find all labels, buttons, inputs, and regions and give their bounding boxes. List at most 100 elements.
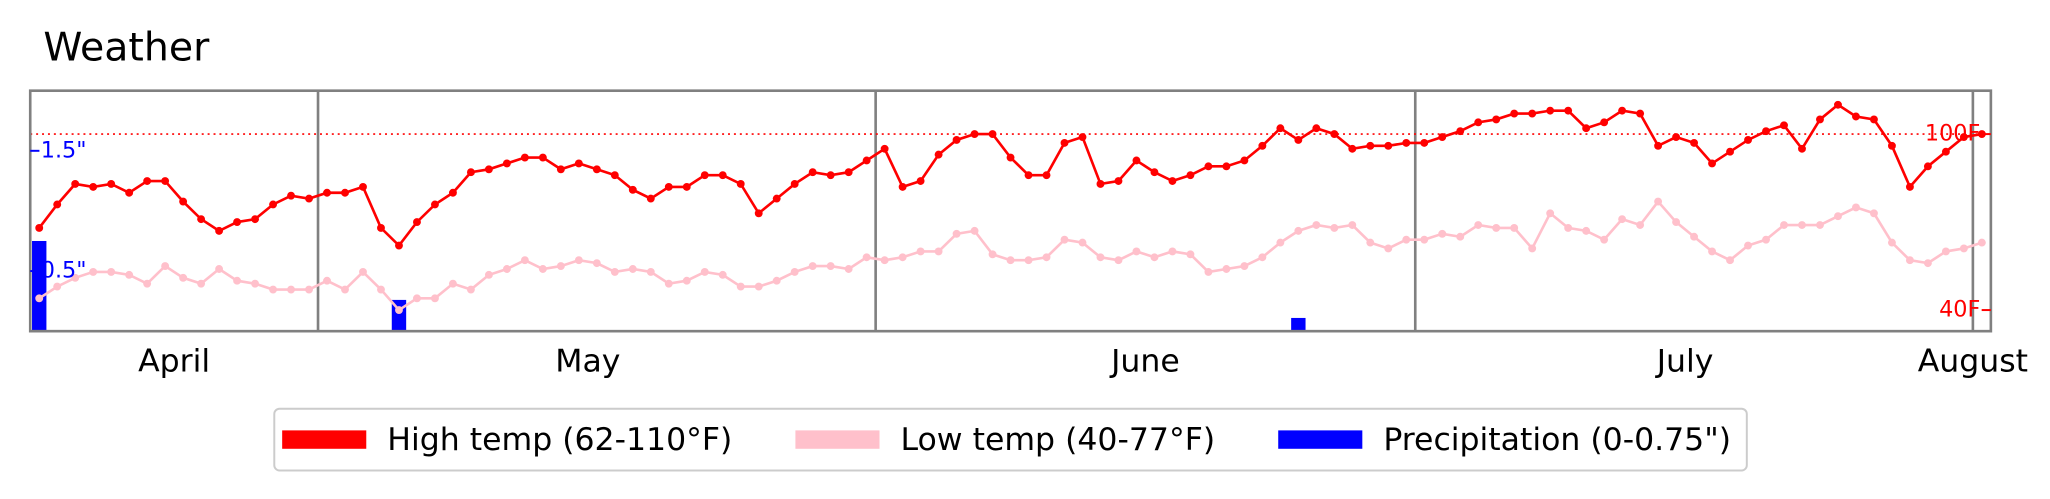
precip-bar bbox=[1291, 317, 1306, 332]
temp-point bbox=[988, 250, 997, 259]
temp-point bbox=[1168, 177, 1177, 185]
temp-point bbox=[916, 177, 925, 185]
temp-point bbox=[1024, 256, 1033, 265]
temp-point bbox=[1636, 109, 1645, 118]
temp-line bbox=[38, 103, 1983, 248]
temp-point bbox=[1780, 221, 1788, 229]
temp-point bbox=[574, 159, 583, 168]
temp-point bbox=[1870, 209, 1878, 218]
temp-point bbox=[538, 153, 547, 162]
temp-point bbox=[125, 188, 134, 197]
temp-line bbox=[38, 199, 1983, 312]
temp-point bbox=[395, 306, 403, 314]
temp-point bbox=[1222, 265, 1231, 273]
temp-point bbox=[1168, 247, 1177, 256]
temp-point bbox=[1564, 106, 1573, 115]
temp-point bbox=[89, 182, 98, 191]
temp-point bbox=[808, 168, 817, 177]
plot-frame bbox=[28, 89, 1993, 333]
temp-point bbox=[1132, 247, 1141, 256]
temp-point bbox=[1600, 235, 1609, 244]
temp-point bbox=[1744, 136, 1752, 144]
temp-point bbox=[1852, 112, 1860, 121]
temp-point bbox=[1582, 124, 1591, 133]
temp-point bbox=[1672, 218, 1681, 227]
temp-point bbox=[1114, 177, 1123, 185]
temp-point bbox=[1618, 215, 1627, 224]
temp-point bbox=[1312, 124, 1321, 133]
legend-swatch bbox=[795, 430, 880, 449]
temp-point bbox=[1816, 115, 1824, 124]
temp-point bbox=[1294, 226, 1303, 235]
temp-point bbox=[1402, 138, 1411, 147]
temp-point bbox=[431, 294, 439, 303]
temp-point bbox=[1456, 232, 1465, 241]
temp-point bbox=[844, 168, 853, 177]
temp-point bbox=[1905, 182, 1914, 191]
x-tick-label: July bbox=[1655, 344, 1714, 380]
temp-point bbox=[754, 282, 763, 291]
temp-point bbox=[395, 241, 403, 250]
temp-point bbox=[502, 265, 511, 273]
temp-point bbox=[305, 285, 313, 294]
temp-point bbox=[161, 177, 170, 185]
temp-point bbox=[1708, 247, 1717, 256]
temp-point bbox=[269, 200, 277, 209]
temp-point bbox=[610, 171, 619, 180]
temp-point bbox=[466, 168, 475, 177]
temp-point bbox=[1330, 223, 1339, 232]
temp-point bbox=[1402, 235, 1411, 244]
temp-point bbox=[700, 171, 709, 180]
temp-point bbox=[1420, 138, 1429, 147]
temp-point bbox=[233, 276, 242, 285]
temp-point bbox=[934, 247, 943, 256]
temp-point bbox=[880, 256, 889, 265]
temp-point bbox=[1150, 253, 1159, 262]
temp-point bbox=[1941, 247, 1950, 256]
legend-label: High temp (62-110°F) bbox=[387, 422, 732, 458]
temp-point bbox=[1834, 100, 1842, 109]
temp-point bbox=[1438, 133, 1447, 141]
temp-point bbox=[484, 270, 493, 279]
temp-point bbox=[1690, 232, 1699, 241]
temp-point bbox=[1905, 256, 1914, 265]
precip-bar bbox=[32, 240, 47, 332]
temp-point bbox=[1887, 238, 1896, 247]
temp-point bbox=[1672, 133, 1681, 141]
temp-point bbox=[1096, 253, 1105, 262]
temp-point bbox=[1096, 180, 1105, 188]
y-tick-label: 40F bbox=[1939, 297, 1980, 323]
temp-point bbox=[359, 267, 367, 276]
temp-point bbox=[1006, 256, 1015, 265]
temp-point bbox=[970, 130, 979, 139]
temp-point bbox=[916, 247, 925, 256]
temp-point bbox=[1528, 109, 1537, 118]
temp-point bbox=[359, 182, 367, 191]
temp-point bbox=[1114, 256, 1123, 265]
temp-point bbox=[988, 130, 997, 139]
temp-point bbox=[826, 171, 835, 180]
temp-point bbox=[1726, 147, 1734, 156]
temp-point bbox=[1798, 221, 1806, 229]
temp-point bbox=[179, 273, 188, 282]
temp-point bbox=[125, 270, 134, 279]
temp-point bbox=[1204, 162, 1213, 171]
temp-point bbox=[1654, 141, 1663, 150]
temp-point bbox=[251, 279, 260, 288]
temp-point bbox=[287, 191, 295, 200]
temp-point bbox=[1510, 223, 1519, 232]
temp-point bbox=[1204, 267, 1213, 276]
temp-point bbox=[898, 253, 907, 262]
legend-swatch bbox=[1278, 430, 1363, 449]
temp-point bbox=[700, 267, 709, 276]
temp-point bbox=[664, 182, 673, 191]
temp-point bbox=[556, 165, 565, 174]
temp-point bbox=[664, 279, 673, 288]
x-tick-label: April bbox=[138, 344, 210, 380]
temp-point bbox=[826, 262, 835, 271]
temp-point bbox=[1977, 238, 1986, 247]
legend-label: Low temp (40-77°F) bbox=[901, 422, 1216, 458]
temp-point bbox=[718, 171, 727, 180]
temp-point bbox=[1600, 118, 1609, 127]
temp-point bbox=[574, 256, 583, 265]
